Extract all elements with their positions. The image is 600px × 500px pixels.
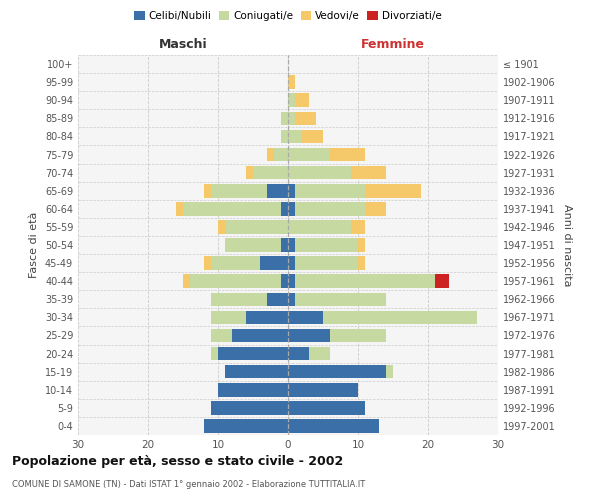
Bar (288, 220, 351, 234)
Text: Femmine: Femmine (361, 38, 425, 52)
Bar (351, 220, 365, 234)
Y-axis label: Anni di nascita: Anni di nascita (562, 204, 572, 286)
Bar (211, 184, 267, 198)
Bar (204, 419, 288, 432)
Bar (288, 328, 330, 342)
Bar (232, 328, 288, 342)
Bar (260, 256, 288, 270)
Bar (288, 94, 295, 107)
Bar (288, 347, 309, 360)
Bar (288, 419, 379, 432)
Bar (323, 310, 477, 324)
Bar (288, 274, 295, 288)
Bar (211, 310, 246, 324)
Bar (288, 238, 295, 252)
Bar (218, 347, 288, 360)
Bar (288, 256, 295, 270)
Bar (225, 220, 288, 234)
Bar (288, 292, 295, 306)
Bar (302, 130, 323, 143)
Bar (288, 166, 351, 179)
Bar (330, 328, 386, 342)
Bar (218, 383, 288, 396)
Bar (288, 112, 295, 125)
Bar (281, 238, 288, 252)
Legend: Celibi/Nubili, Coniugati/e, Vedovi/e, Divorziati/e: Celibi/Nubili, Coniugati/e, Vedovi/e, Di… (130, 7, 446, 26)
Bar (281, 112, 288, 125)
Bar (330, 148, 365, 162)
Bar (253, 166, 288, 179)
Bar (176, 202, 183, 215)
Bar (288, 310, 323, 324)
Bar (288, 148, 330, 162)
Bar (225, 365, 288, 378)
Bar (358, 238, 365, 252)
Bar (288, 401, 365, 414)
Bar (295, 202, 365, 215)
Bar (246, 166, 253, 179)
Bar (295, 112, 316, 125)
Bar (288, 383, 358, 396)
Bar (211, 401, 288, 414)
Bar (295, 256, 358, 270)
Text: Maschi: Maschi (158, 38, 208, 52)
Bar (274, 148, 288, 162)
Text: COMUNE DI SAMONE (TN) - Dati ISTAT 1° gennaio 2002 - Elaborazione TUTTITALIA.IT: COMUNE DI SAMONE (TN) - Dati ISTAT 1° ge… (12, 480, 365, 489)
Bar (295, 292, 386, 306)
Bar (386, 365, 393, 378)
Bar (183, 274, 190, 288)
Bar (288, 365, 386, 378)
Bar (295, 274, 435, 288)
Bar (288, 184, 295, 198)
Bar (211, 256, 260, 270)
Bar (288, 76, 295, 89)
Bar (204, 256, 211, 270)
Y-axis label: Fasce di età: Fasce di età (29, 212, 39, 278)
Bar (183, 202, 281, 215)
Bar (211, 347, 218, 360)
Bar (288, 202, 295, 215)
Bar (211, 292, 267, 306)
Bar (435, 274, 449, 288)
Bar (267, 184, 288, 198)
Bar (204, 184, 211, 198)
Bar (267, 148, 274, 162)
Bar (281, 202, 288, 215)
Bar (358, 256, 365, 270)
Bar (351, 166, 386, 179)
Bar (365, 202, 386, 215)
Bar (246, 310, 288, 324)
Bar (365, 184, 421, 198)
Bar (295, 184, 365, 198)
Bar (281, 130, 288, 143)
Bar (309, 347, 330, 360)
Bar (295, 94, 309, 107)
Bar (190, 274, 281, 288)
Bar (218, 220, 225, 234)
Bar (225, 238, 281, 252)
Bar (295, 238, 358, 252)
Bar (267, 292, 288, 306)
Bar (281, 274, 288, 288)
Bar (288, 130, 302, 143)
Bar (211, 328, 232, 342)
Text: Popolazione per età, sesso e stato civile - 2002: Popolazione per età, sesso e stato civil… (12, 455, 343, 468)
